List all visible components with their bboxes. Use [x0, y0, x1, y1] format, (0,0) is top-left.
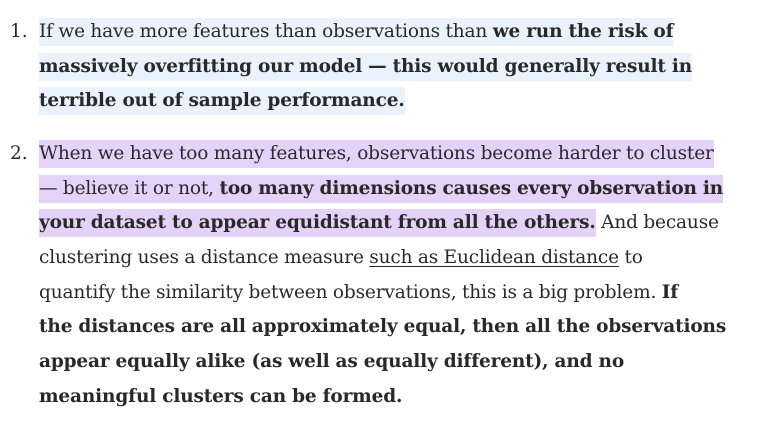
text-line: quantify the similarity between observat…: [39, 276, 759, 311]
text-line: your dataset to appear equidistant from …: [39, 206, 759, 241]
text-line: the distances are all approximately equa…: [39, 310, 759, 345]
plain-text: And because: [595, 212, 719, 234]
bold-text: If: [661, 281, 679, 303]
highlight: — believe it or not, too many dimensions…: [39, 174, 724, 203]
plain-text: clustering uses a distance measure: [39, 247, 370, 269]
plain-text: to: [618, 247, 643, 269]
euclidean-distance-link[interactable]: such as Euclidean distance: [369, 247, 619, 269]
bold-text: your dataset to appear equidistant from …: [39, 212, 596, 234]
highlight: terrible out of sample performance.: [39, 87, 405, 116]
list-item-text: When we have too many features, observat…: [39, 137, 759, 415]
bold-text: appear equally alike (as well as equally…: [39, 351, 625, 373]
text-line: If we have more features than observatio…: [39, 15, 759, 50]
plain-text: When we have too many features, observat…: [39, 143, 714, 164]
bold-text: the distances are all approximately equa…: [39, 316, 727, 338]
text-line: When we have too many features, observat…: [39, 137, 759, 172]
plain-text: If we have more features than observatio…: [39, 21, 493, 42]
highlight: When we have too many features, observat…: [39, 140, 714, 168]
plain-text: quantify the similarity between observat…: [39, 281, 662, 303]
text-line: meaningful clusters can be formed.: [39, 380, 759, 415]
highlight: your dataset to appear equidistant from …: [39, 209, 596, 238]
text-line: — believe it or not, too many dimensions…: [39, 172, 759, 207]
highlight: massively overfitting our model — this w…: [39, 52, 693, 81]
bold-text: too many dimensions causes every observa…: [219, 177, 724, 199]
list-item-number: 2.: [10, 143, 28, 164]
bold-text: meaningful clusters can be formed.: [39, 385, 403, 407]
text-line: terrible out of sample performance.: [39, 84, 759, 119]
text-line: massively overfitting our model — this w…: [39, 50, 759, 85]
bold-text: we run the risk of: [492, 21, 674, 42]
text-line: clustering uses a distance measure such …: [39, 241, 759, 276]
list-item-number: 1.: [10, 21, 28, 42]
bold-text: massively overfitting our model — this w…: [39, 55, 693, 77]
list-item-text: If we have more features than observatio…: [39, 15, 759, 119]
bold-text: terrible out of sample performance.: [39, 90, 405, 112]
highlight: If we have more features than observatio…: [39, 18, 674, 46]
plain-text: — believe it or not,: [39, 177, 220, 199]
text-line: appear equally alike (as well as equally…: [39, 345, 759, 380]
